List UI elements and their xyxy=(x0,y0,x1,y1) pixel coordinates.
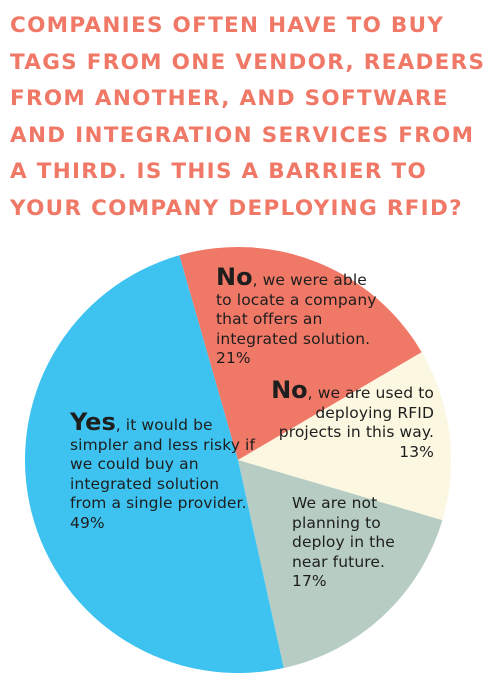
slice-label-no-integrated: No, we were able to locate a company tha… xyxy=(216,265,386,369)
slice-label-not-planning: We are not planning to deploy in the nea… xyxy=(292,494,422,592)
pie-slice-2 xyxy=(238,460,443,669)
chart-title: COMPANIES OFTEN HAVE TO BUY TAGS FROM ON… xyxy=(10,13,486,221)
slice-label-text: , we are used to deploying RFID projects… xyxy=(278,384,434,461)
slice-label-text: We are not planning to deploy in the nea… xyxy=(292,494,395,590)
pie-slice-0 xyxy=(179,246,422,460)
slice-label-lead: Yes xyxy=(70,408,116,436)
slice-label-yes: Yes, it would be simpler and less risky … xyxy=(70,410,256,533)
slice-label-no-used-to: No, we are used to deploying RFID projec… xyxy=(258,378,434,462)
slice-label-text: , we were able to locate a company that … xyxy=(216,271,377,367)
slice-label-lead: No xyxy=(216,263,253,291)
slice-label-text: , it would be simpler and less risky if … xyxy=(70,416,256,532)
pie-slice-3 xyxy=(24,255,284,673)
pie-slice-1 xyxy=(238,352,452,521)
slice-label-lead: No xyxy=(271,376,308,404)
